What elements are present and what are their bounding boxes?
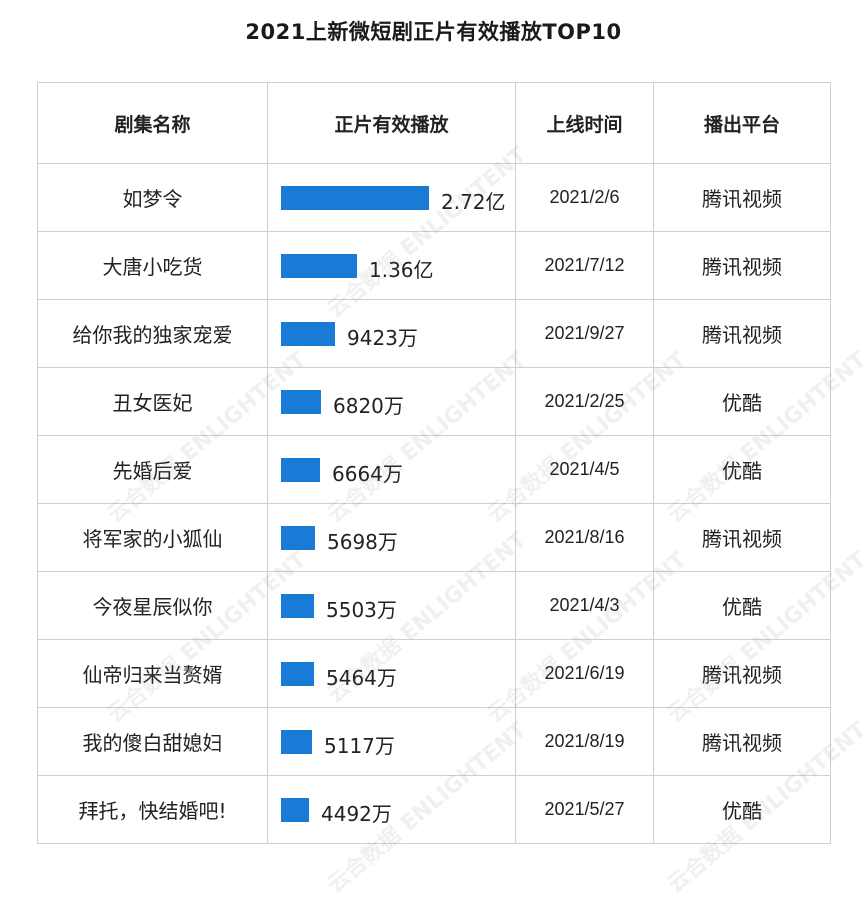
drama-name: 将军家的小狐仙 [37,503,268,572]
play-count-label: 6820万 [333,394,404,418]
play-count-label: 5698万 [327,530,398,554]
play-count-label: 4492万 [321,802,392,826]
launch-date: 2021/8/19 [515,707,654,776]
launch-date: 2021/8/16 [515,503,654,572]
platform: 优酷 [653,367,831,436]
play-count-label: 9423万 [347,326,418,350]
drama-name: 仙帝归来当赘婿 [37,639,268,708]
platform: 腾讯视频 [653,707,831,776]
play-count-cell: 5503万 [267,571,516,640]
launch-date: 2021/4/3 [515,571,654,640]
table-row: 给你我的独家宠爱 9423万 2021/9/27 腾讯视频 [37,299,831,368]
play-count-bar [281,389,321,414]
play-count-bar [281,457,320,482]
drama-name: 大唐小吃货 [37,231,268,300]
table-row: 今夜星辰似你 5503万 2021/4/3 优酷 [37,571,831,640]
drama-name: 给你我的独家宠爱 [37,299,268,368]
drama-name: 丑女医妃 [37,367,268,436]
play-count-cell: 6664万 [267,435,516,504]
table-row: 丑女医妃 6820万 2021/2/25 优酷 [37,367,831,436]
launch-date: 2021/2/6 [515,163,654,232]
launch-date: 2021/5/27 [515,775,654,844]
play-count-cell: 9423万 [267,299,516,368]
drama-name: 如梦令 [37,163,268,232]
play-count-cell: 2.72亿 [267,163,516,232]
chart-title: 2021上新微短剧正片有效播放TOP10 [245,20,622,44]
play-count-cell: 5117万 [267,707,516,776]
table-row: 我的傻白甜媳妇 5117万 2021/8/19 腾讯视频 [37,707,831,776]
play-count-label: 5464万 [326,666,397,690]
drama-name: 我的傻白甜媳妇 [37,707,268,776]
platform: 优酷 [653,435,831,504]
play-count-cell: 5698万 [267,503,516,572]
drama-name: 拜托，快结婚吧! [37,775,268,844]
platform: 优酷 [653,571,831,640]
play-count-label: 1.36亿 [369,258,434,282]
launch-date: 2021/9/27 [515,299,654,368]
ranking-table: 剧集名称 正片有效播放 上线时间 播出平台 如梦令 2.72亿 2021/2/6 腾讯… [37,82,831,844]
launch-date: 2021/4/5 [515,435,654,504]
column-header: 播出平台 [653,82,831,164]
play-count-cell: 6820万 [267,367,516,436]
table-row: 如梦令 2.72亿 2021/2/6 腾讯视频 [37,163,831,232]
platform: 腾讯视频 [653,639,831,708]
launch-date: 2021/2/25 [515,367,654,436]
play-count-bar [281,593,314,618]
platform: 腾讯视频 [653,231,831,300]
platform: 腾讯视频 [653,503,831,572]
launch-date: 2021/6/19 [515,639,654,708]
play-count-cell: 5464万 [267,639,516,708]
table-row: 将军家的小狐仙 5698万 2021/8/16 腾讯视频 [37,503,831,572]
table-row: 拜托，快结婚吧! 4492万 2021/5/27 优酷 [37,775,831,844]
play-count-bar [281,525,315,550]
header-row: 剧集名称 正片有效播放 上线时间 播出平台 [37,82,831,164]
play-count-cell: 1.36亿 [267,231,516,300]
platform: 优酷 [653,775,831,844]
column-header: 正片有效播放 [267,82,516,164]
table-row: 先婚后爱 6664万 2021/4/5 优酷 [37,435,831,504]
play-count-bar [281,185,429,210]
column-header: 上线时间 [515,82,654,164]
play-count-label: 6664万 [332,462,403,486]
play-count-label: 2.72亿 [441,190,506,214]
play-count-label: 5117万 [324,734,395,758]
play-count-cell: 4492万 [267,775,516,844]
platform: 腾讯视频 [653,299,831,368]
drama-name: 今夜星辰似你 [37,571,268,640]
table-row: 仙帝归来当赘婿 5464万 2021/6/19 腾讯视频 [37,639,831,708]
play-count-bar [281,253,357,278]
platform: 腾讯视频 [653,163,831,232]
column-header: 剧集名称 [37,82,268,164]
play-count-bar [281,661,314,686]
play-count-bar [281,797,309,822]
drama-name: 先婚后爱 [37,435,268,504]
play-count-bar [281,321,335,346]
play-count-label: 5503万 [326,598,397,622]
table-row: 大唐小吃货 1.36亿 2021/7/12 腾讯视频 [37,231,831,300]
launch-date: 2021/7/12 [515,231,654,300]
play-count-bar [281,729,312,754]
